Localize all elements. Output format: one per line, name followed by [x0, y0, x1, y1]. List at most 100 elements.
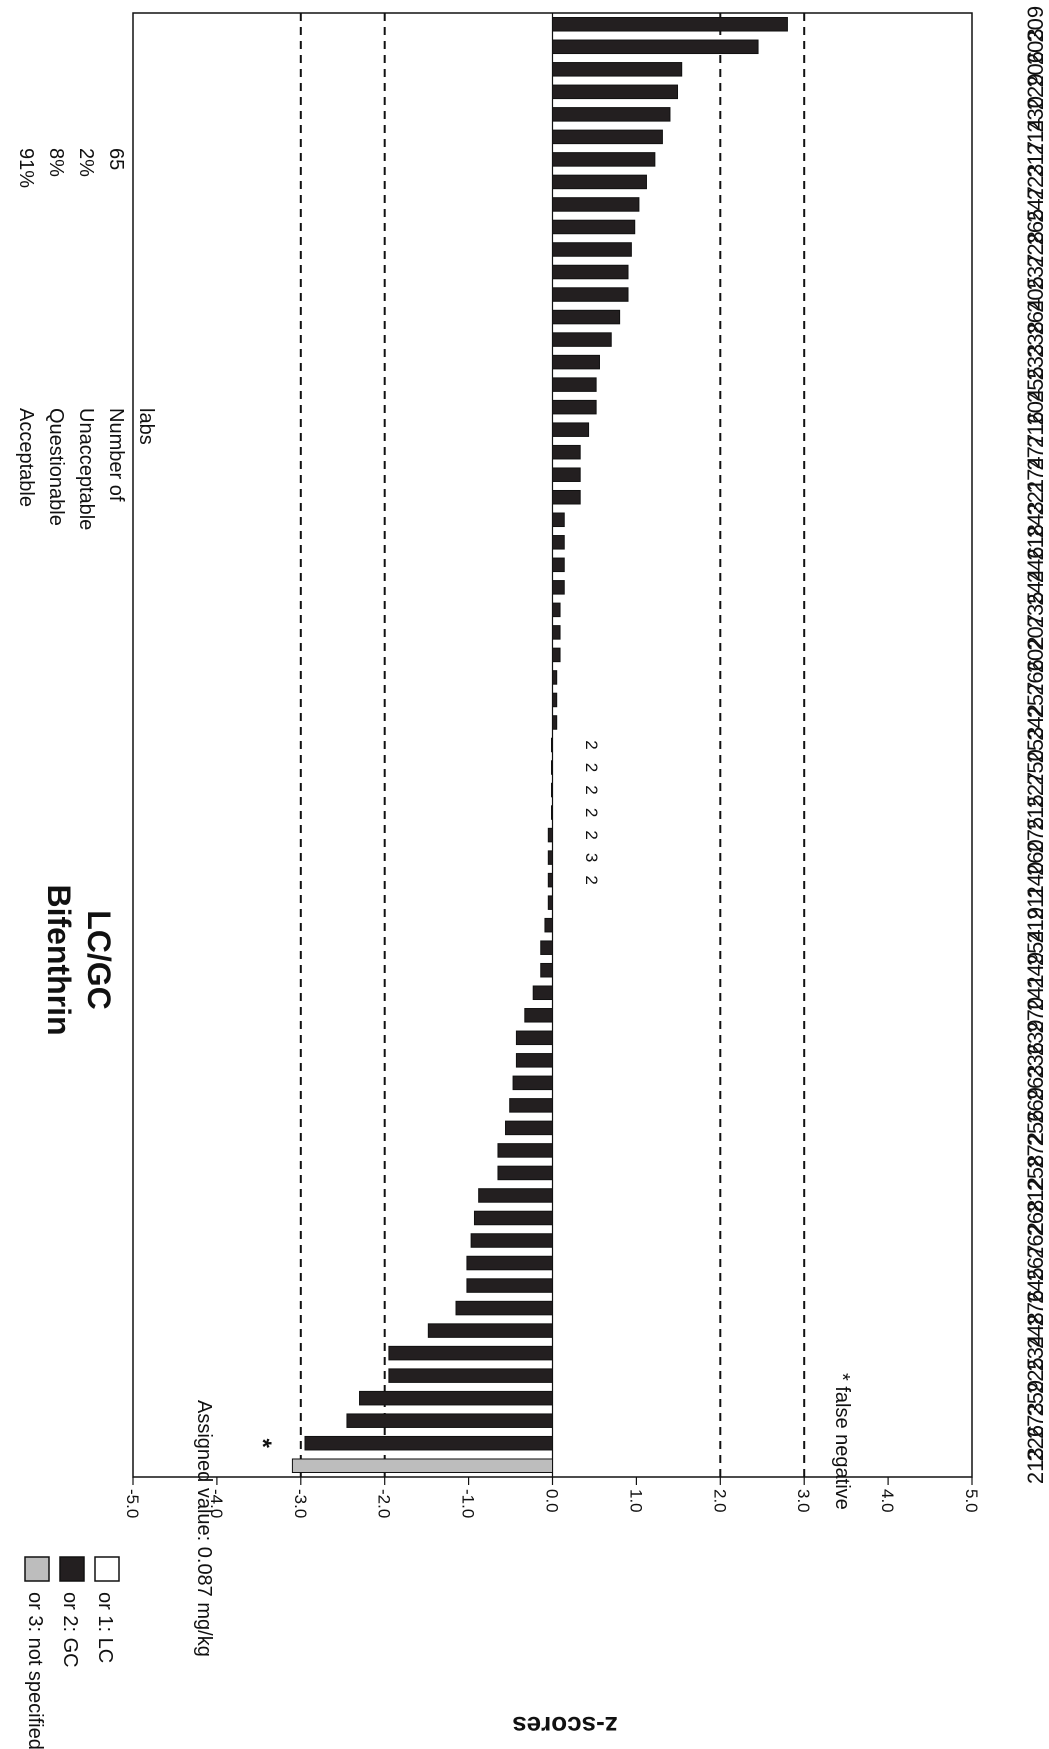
- bar-247: [551, 197, 640, 212]
- legend-swatch-gc: [59, 1556, 85, 1582]
- group-label: 2: [582, 785, 601, 794]
- bar-255: [551, 377, 597, 392]
- bar-253: [551, 737, 553, 753]
- category-label: 229: [1023, 73, 1048, 110]
- bar-262: [470, 1233, 553, 1248]
- bar-269: [509, 1098, 553, 1113]
- bar-215: [551, 805, 553, 820]
- legend-swatch-lc: [94, 1556, 120, 1582]
- chart-subtitle: LC/GC: [81, 910, 117, 1010]
- bar-206: [552, 62, 683, 77]
- bar-225: [388, 1368, 553, 1383]
- group-label: 2: [582, 740, 601, 749]
- category-label: 241: [1023, 974, 1048, 1011]
- bar-260: [547, 850, 553, 865]
- category-label: 215: [1023, 794, 1048, 831]
- category-label: 260: [1023, 839, 1048, 876]
- category-label: 227: [1023, 772, 1048, 809]
- category-label: 225: [1023, 1357, 1048, 1394]
- bar-238: [552, 332, 612, 347]
- group-label: 3: [582, 853, 601, 862]
- false-negative-note: * false negative: [831, 1373, 853, 1510]
- bar-276: [455, 1300, 553, 1316]
- summary-label-unacceptable: Unacceptable: [75, 408, 97, 530]
- bar-265: [551, 219, 636, 235]
- category-label: 267: [1023, 1245, 1048, 1282]
- legend-label-other: or 3: not specified or both: [24, 1592, 46, 1749]
- category-label: 255: [1023, 366, 1048, 403]
- category-label: 262: [1023, 1222, 1048, 1259]
- bar-203: [552, 39, 759, 55]
- bar-211: [547, 895, 553, 910]
- y-tick-label: 2.0: [710, 1489, 729, 1513]
- category-label: 253: [1023, 727, 1048, 764]
- category-label: 240: [1023, 862, 1048, 899]
- category-label: 274: [1023, 456, 1048, 493]
- summary-value-unacceptable: 2%: [75, 148, 97, 177]
- category-label: 254: [1023, 929, 1048, 966]
- y-tick-label: -2.0: [375, 1489, 394, 1518]
- bar-274: [552, 467, 581, 482]
- bar-244: [552, 580, 565, 595]
- legend-label-lc: or 1: LC: [94, 1592, 116, 1663]
- category-label: 248: [1023, 1312, 1048, 1349]
- category-label: 243: [1023, 501, 1048, 538]
- category-label: 269: [1023, 1087, 1048, 1124]
- category-label: 258: [1023, 1155, 1048, 1192]
- category-label: 212: [1023, 1177, 1048, 1214]
- summary-label-acceptable: Acceptable: [15, 408, 37, 507]
- bar-217: [552, 152, 656, 167]
- bar-248: [427, 1323, 553, 1338]
- summary-label-questionable: Questionable: [45, 408, 67, 526]
- category-label: 250: [1023, 749, 1048, 786]
- category-label: 247: [1023, 186, 1048, 223]
- chart-title: Bifenthrin: [41, 884, 77, 1035]
- category-label: 211: [1023, 885, 1048, 920]
- y-tick-label: 5.0: [962, 1489, 981, 1513]
- category-label: 202: [1023, 637, 1048, 674]
- category-label: 235: [1023, 592, 1048, 629]
- bar-242: [552, 715, 558, 730]
- assigned-value-text: Assigned value: 0.087 mg/kg: [193, 1400, 215, 1657]
- bar-212: [478, 1188, 553, 1203]
- category-label: 245: [1023, 1267, 1048, 1304]
- bar-213: [291, 1458, 553, 1473]
- y-tick-label: -4.0: [207, 1489, 226, 1518]
- category-label: 233: [1023, 344, 1048, 381]
- category-label: 213: [1023, 1447, 1048, 1484]
- category-label: 207: [1023, 614, 1048, 651]
- bar-234: [388, 1345, 553, 1361]
- group-label: 2: [582, 875, 601, 884]
- bar-263: [512, 1075, 553, 1091]
- category-label: 264: [1023, 299, 1048, 336]
- category-label: 273: [1023, 1402, 1048, 1439]
- group-label: 2: [582, 808, 601, 817]
- category-label: 236: [1023, 1042, 1048, 1079]
- bar-277: [552, 444, 581, 460]
- bar-268: [473, 1210, 553, 1226]
- bar-221: [552, 489, 581, 505]
- bar-239: [515, 1030, 553, 1046]
- bar-218: [552, 535, 565, 550]
- category-label: 219: [1023, 907, 1048, 944]
- bar-233: [552, 354, 600, 370]
- bar-256: [505, 1120, 553, 1136]
- bar-236: [515, 1053, 553, 1068]
- category-label: 205: [1023, 276, 1048, 313]
- summary-label-labs: labs: [135, 408, 157, 445]
- category-label: 263: [1023, 1064, 1048, 1101]
- bar-257: [552, 692, 558, 708]
- category-label: 276: [1023, 1290, 1048, 1327]
- category-label: 238: [1023, 321, 1048, 358]
- y-tick-label: 0.0: [543, 1489, 562, 1513]
- bar-264: [551, 309, 621, 325]
- legend: or 1: LC or 2: GC or 3: not specified or…: [24, 1556, 120, 1749]
- bar-226: [304, 1435, 553, 1451]
- bar-246: [552, 557, 565, 573]
- category-label: 214: [1023, 119, 1048, 156]
- legend-swatch-other: [24, 1556, 50, 1582]
- category-label: 265: [1023, 209, 1048, 246]
- bar-205: [552, 287, 629, 302]
- category-label: 268: [1023, 1200, 1048, 1237]
